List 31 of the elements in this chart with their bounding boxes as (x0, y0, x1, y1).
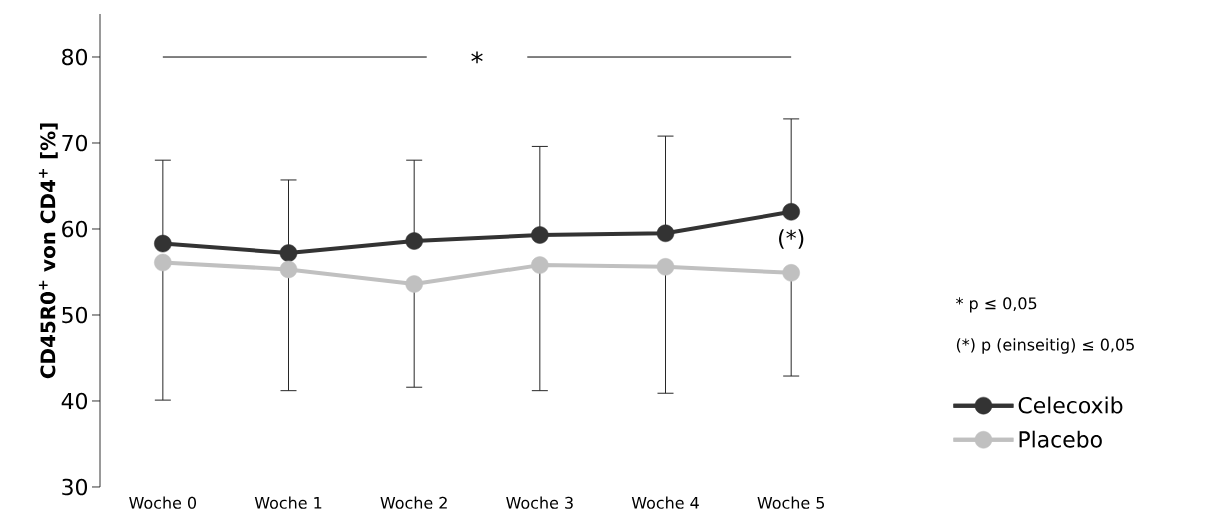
x-tick-label: Woche 5 (757, 496, 825, 509)
x-tick-label: Woche 2 (380, 496, 447, 509)
point (782, 264, 800, 282)
point (154, 253, 172, 272)
text: (*) p (einseitig) ≤ 0,05 (956, 338, 1134, 354)
legend-label: Celecoxib (1018, 396, 1123, 414)
y-tick-label: 50 (62, 306, 88, 324)
point (154, 234, 172, 253)
legend-label: Placebo (1019, 430, 1102, 448)
y-tick-label: 40 (61, 392, 88, 410)
y-tick-label: 80 (62, 48, 88, 66)
point (656, 258, 675, 276)
text: * p ≤ 0,05 (956, 297, 1037, 313)
x-tick-label: Woche 4 (631, 496, 699, 509)
point (656, 224, 675, 243)
y-tick-label: 70 (62, 134, 88, 152)
annotation: (*) (779, 229, 804, 249)
x-tick-label: Woche 3 (506, 496, 573, 509)
point (531, 226, 549, 244)
y-tick-label: 30 (62, 478, 88, 496)
point (531, 256, 549, 274)
x-tick-label: Woche 1 (254, 496, 322, 509)
point (405, 275, 423, 293)
x-tick-label: Woche 0 (129, 496, 197, 509)
y-tick-label: 60 (62, 220, 88, 238)
annotation: * (471, 51, 483, 64)
point (279, 260, 298, 279)
point (279, 244, 298, 262)
point (782, 203, 800, 221)
point (405, 232, 423, 250)
y-axis-title: CD45R0$^{+}$ von CD4$^{+}$ [%] (38, 123, 58, 379)
